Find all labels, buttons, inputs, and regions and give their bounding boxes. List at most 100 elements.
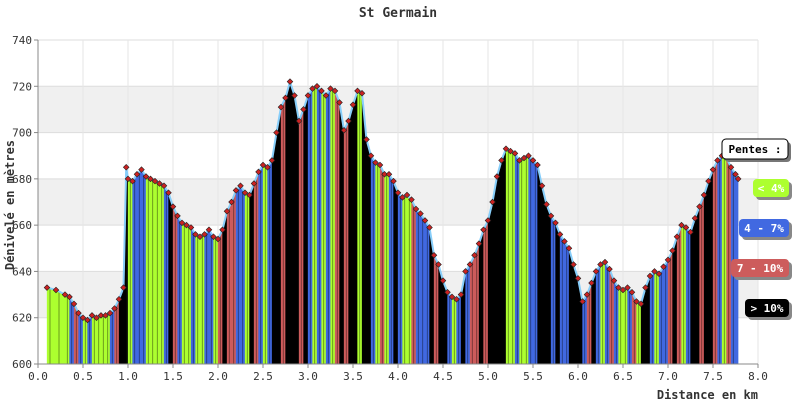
profile-marker	[43, 284, 51, 291]
profile-marker	[250, 180, 258, 187]
profile-marker	[732, 170, 739, 178]
y-axis-label: Dénivelé en mètres	[3, 140, 17, 270]
profile-marker	[493, 173, 501, 180]
profile-marker	[286, 78, 294, 85]
profile-marker	[412, 205, 420, 213]
profile-marker	[358, 89, 366, 97]
profile-marker	[709, 166, 717, 173]
chart-title: St Germain	[359, 6, 437, 21]
profile-marker	[588, 279, 595, 287]
profile-marker	[381, 170, 388, 178]
profile-marker	[115, 295, 123, 303]
legend-entry-box	[739, 219, 789, 237]
profile-marker	[156, 180, 163, 187]
x-tick-label: 7.0	[658, 370, 678, 383]
profile-marker	[435, 261, 442, 268]
profile-marker	[471, 251, 478, 259]
profile-marker	[88, 312, 96, 319]
profile-marker	[219, 226, 226, 234]
profile-marker	[430, 251, 438, 259]
profile-marker	[151, 177, 159, 185]
profile-marker	[534, 161, 541, 169]
profile-marker	[241, 189, 249, 196]
profile-marker	[394, 189, 402, 196]
profile-marker	[237, 182, 244, 190]
profile-marker	[178, 219, 186, 227]
profile-marker	[507, 147, 514, 155]
profile-marker	[304, 92, 312, 99]
profile-line-group	[46, 78, 740, 322]
profile-marker	[637, 300, 645, 308]
profile-marker	[624, 284, 631, 291]
x-tick-label: 0.0	[28, 370, 48, 383]
y-tick-label: 620	[12, 312, 32, 325]
profile-marker	[561, 238, 568, 245]
profile-marker	[174, 212, 181, 220]
profile-marker	[70, 300, 78, 308]
x-tick-label: 4.5	[433, 370, 453, 383]
x-tick-label: 3.5	[343, 370, 363, 383]
profile-marker	[75, 309, 82, 317]
profile-marker	[466, 261, 474, 268]
profile-marker	[327, 85, 334, 92]
profile-marker	[592, 268, 600, 275]
profile-marker	[439, 277, 447, 284]
profile-marker	[457, 291, 465, 298]
x-axis-label: Distance en km	[657, 388, 758, 400]
profile-marker	[97, 312, 105, 319]
profile-marker	[417, 210, 424, 217]
profile-marker	[372, 159, 379, 166]
profile-marker	[376, 161, 384, 169]
profile-marker	[313, 83, 321, 90]
profile-marker	[349, 101, 357, 109]
slope-legend: Pentes : < 4% 4 - 7% 7 - 10% > 10%	[721, 138, 792, 320]
profile-marker	[403, 191, 411, 199]
profile-marker	[122, 164, 130, 171]
y-tick-label: 720	[12, 80, 32, 93]
profile-marker	[160, 182, 168, 190]
profile-marker	[111, 305, 118, 312]
profile-marker	[448, 293, 456, 301]
profile-marker	[543, 201, 550, 208]
profile-marker	[734, 175, 742, 183]
profile-marker	[255, 168, 262, 176]
profile-marker	[714, 157, 721, 164]
profile-marker	[664, 256, 672, 264]
profile-marker	[597, 261, 604, 268]
profile-marker	[696, 203, 703, 210]
profile-marker	[331, 87, 339, 95]
profile-marker	[93, 314, 100, 321]
legend-entry-label: 4 - 7%	[744, 222, 784, 235]
profile-marker	[511, 150, 519, 157]
x-tick-label: 7.5	[703, 370, 723, 383]
profile-marker	[678, 221, 685, 229]
x-tick-label: 2.5	[253, 370, 273, 383]
legend-entry-label: > 10%	[750, 302, 783, 315]
profile-marker	[529, 157, 537, 164]
profile-marker	[169, 203, 177, 210]
profile-marker	[367, 152, 375, 159]
profile-marker	[385, 170, 393, 178]
profile-marker	[700, 191, 708, 199]
profile-marker	[484, 217, 492, 224]
legend-entry-label: < 4%	[758, 182, 785, 195]
profile-marker	[165, 189, 172, 196]
profile-marker	[579, 298, 586, 305]
profile-marker	[444, 289, 451, 296]
profile-marker	[201, 231, 208, 238]
profile-marker	[606, 265, 613, 273]
profile-markers	[43, 78, 742, 324]
profile-marker	[727, 164, 735, 171]
y-tick-label: 640	[12, 265, 32, 278]
profile-marker	[660, 263, 667, 271]
profile-marker	[273, 129, 280, 136]
profile-marker	[421, 217, 429, 224]
profile-marker	[102, 312, 109, 319]
profile-marker	[453, 295, 460, 303]
profile-segment	[55, 289, 66, 365]
profile-marker	[547, 212, 555, 220]
profile-marker	[84, 316, 91, 324]
profile-marker	[426, 224, 433, 231]
x-tick-label: 1.0	[118, 370, 138, 383]
profile-marker	[291, 92, 298, 99]
